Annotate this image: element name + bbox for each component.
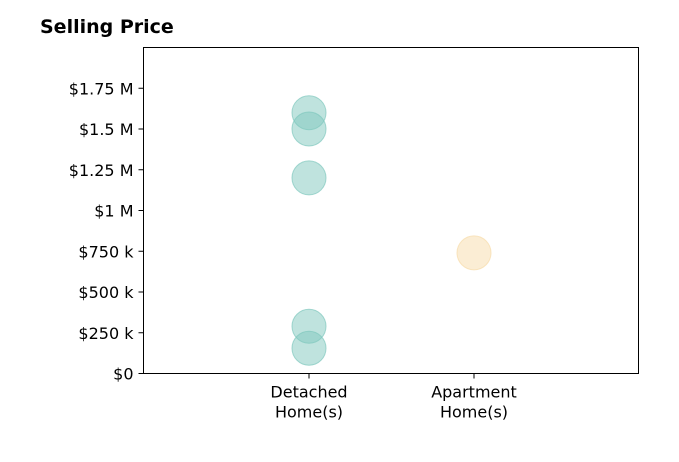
y-tick-label: $1 M xyxy=(94,202,133,221)
y-tick-label: $1.5 M xyxy=(79,120,134,139)
y-tick-label: $500 k xyxy=(78,283,134,302)
x-tick-label: Apartment xyxy=(431,383,517,402)
y-tick-label: $0 xyxy=(113,365,133,384)
points-layer xyxy=(291,95,492,366)
y-tick-label: $1.25 M xyxy=(69,161,134,180)
data-point xyxy=(456,235,492,271)
data-point xyxy=(291,330,327,366)
chart-title: Selling Price xyxy=(40,16,174,38)
x-tick-label: Home(s) xyxy=(440,403,508,422)
x-tick-label: Home(s) xyxy=(275,403,343,422)
y-axis: $0 $250 k $500 k $750 k $1 M $1.25 M $1.5 M $1.… xyxy=(69,79,144,384)
data-point xyxy=(291,111,327,147)
y-tick-label: $250 k xyxy=(78,324,134,343)
data-point xyxy=(291,160,327,196)
plot-frame xyxy=(143,47,639,374)
y-tick-label: $1.75 M xyxy=(69,79,134,98)
x-tick-label: Detached xyxy=(270,383,347,402)
y-tick-label: $750 k xyxy=(78,242,134,261)
